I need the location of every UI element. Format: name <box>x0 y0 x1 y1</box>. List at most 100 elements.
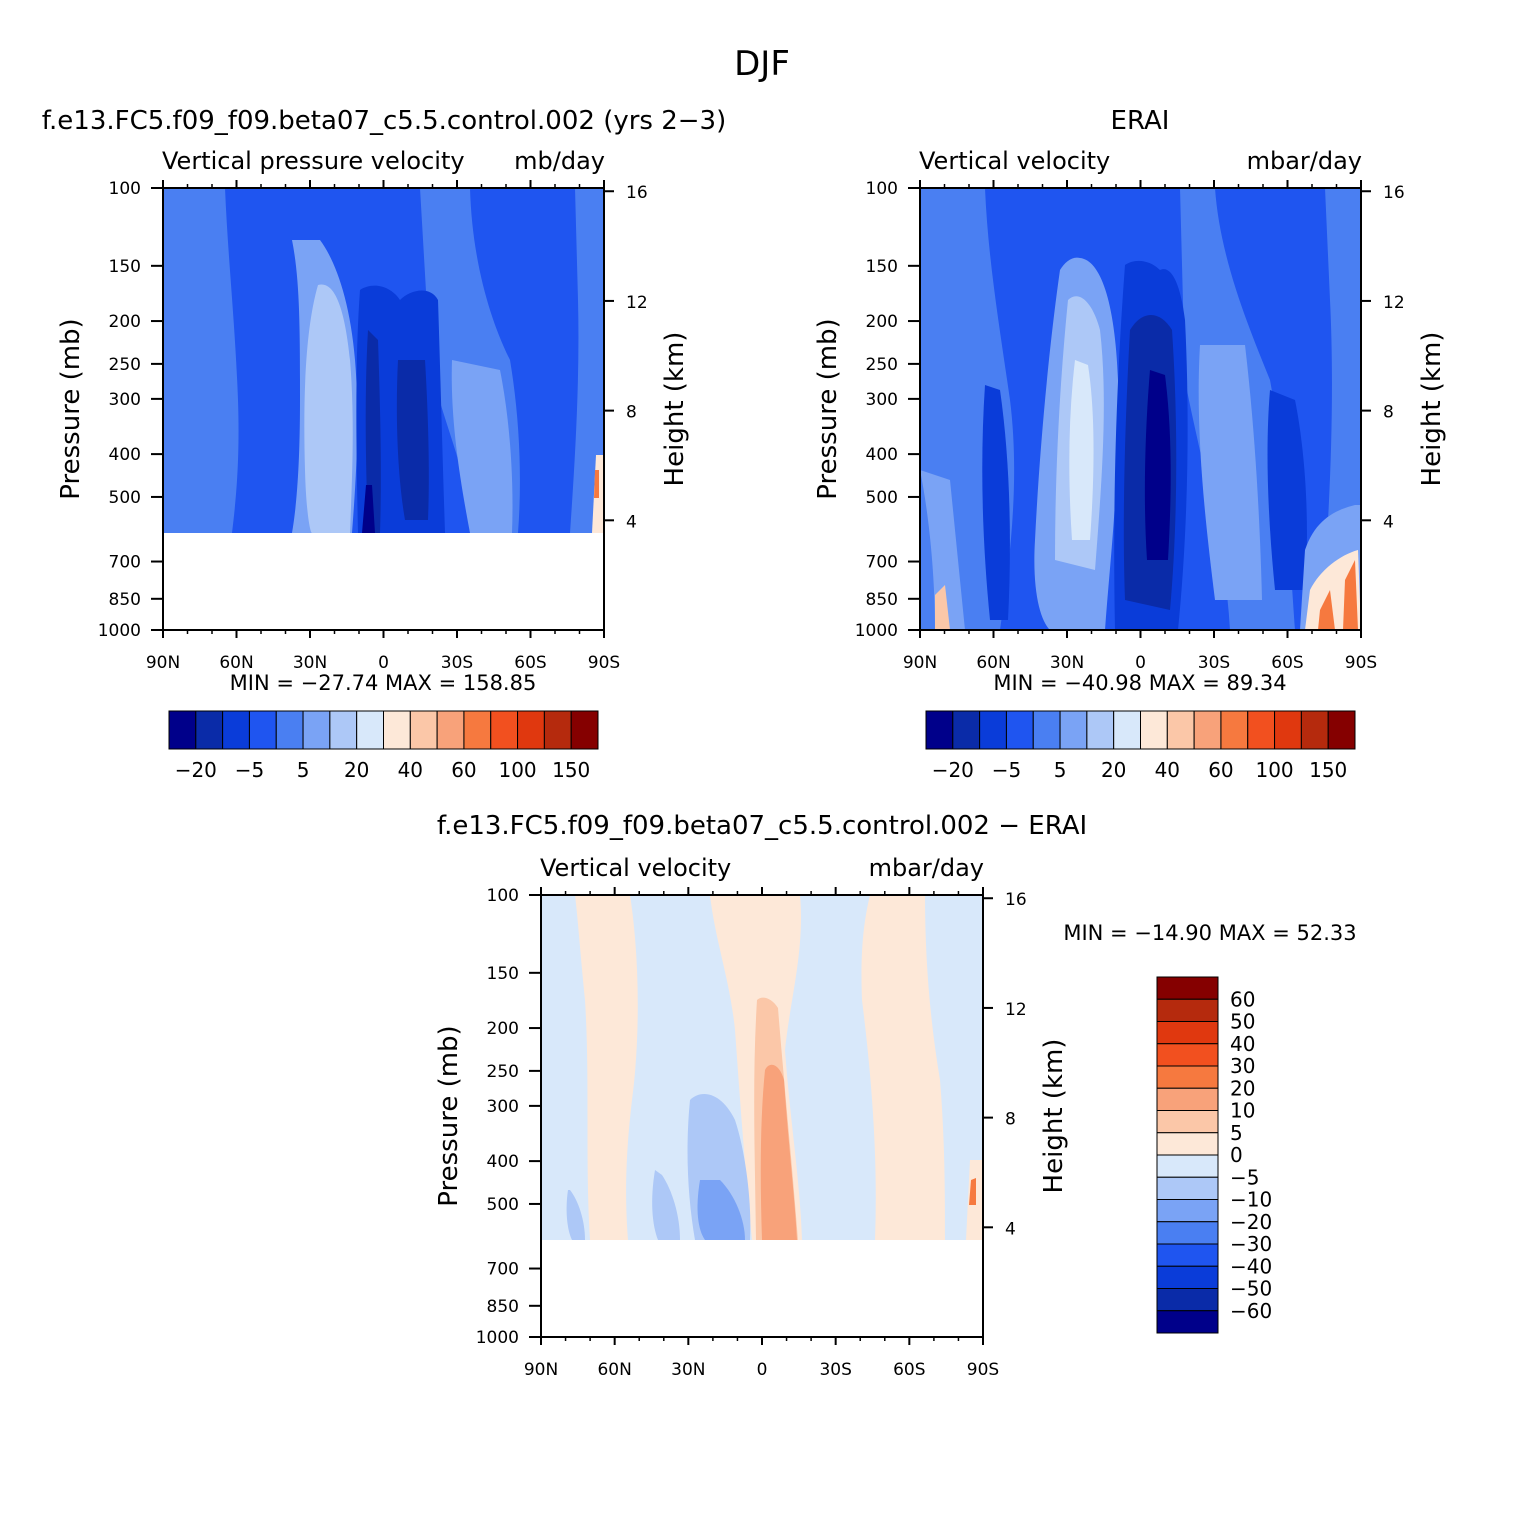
x-tick-label: 0 <box>757 1360 768 1380</box>
colorbar-swatch <box>1156 1221 1219 1245</box>
colorbar-swatch <box>356 710 384 750</box>
y-tick-label: 100 <box>487 886 519 906</box>
y2-tick-label: 12 <box>1383 293 1405 313</box>
colorbar-swatch <box>1086 710 1115 750</box>
panel-diff-title: f.e13.FC5.f09_f09.beta07_c5.5.control.00… <box>437 811 1087 841</box>
panel-diff-axes: 90N 60N 30N 0 30S 60S 90S 100 150 200 250 300 400 500… <box>476 886 1027 1380</box>
colorbar-label: 5 <box>1054 758 1067 782</box>
x-tick-label: 60N <box>976 653 1010 673</box>
y-tick-label: 1000 <box>855 621 898 641</box>
y2-tick-label: 16 <box>1383 183 1405 203</box>
y-tick-label: 150 <box>487 964 519 984</box>
panel-model-contour-ascent-max <box>362 485 375 533</box>
x-tick-label: 60S <box>1271 653 1303 673</box>
colorbar-label: 10 <box>1230 1099 1255 1123</box>
colorbar-swatch <box>1166 710 1195 750</box>
panel-diff-contour-neg-b <box>697 1180 745 1240</box>
colorbar-swatch <box>1156 1265 1219 1289</box>
colorbar-swatch <box>1156 1110 1219 1134</box>
colorbar-swatch <box>1140 710 1168 750</box>
colorbar-swatch <box>409 710 438 750</box>
colorbar-label: 100 <box>498 758 536 782</box>
colorbar-swatch <box>1156 1021 1219 1045</box>
colorbar-swatch <box>275 710 304 750</box>
x-tick-label: 30N <box>1050 653 1084 673</box>
colorbar-label: −5 <box>235 758 264 782</box>
colorbar-swatch <box>248 710 277 750</box>
colorbar-swatch <box>1156 1199 1219 1223</box>
colorbar-swatch <box>979 710 1007 750</box>
y2-tick-label: 4 <box>1005 1219 1016 1239</box>
colorbar-label: 40 <box>1155 758 1180 782</box>
panel-obs-contour-ascent-core <box>1144 370 1171 560</box>
panel-diff-ylabel: Pressure (mb) <box>434 1025 464 1206</box>
colorbar-swatch <box>543 710 572 750</box>
colorbar-swatch <box>329 710 358 750</box>
colorbar-label: −40 <box>1230 1254 1272 1278</box>
colorbar-swatch <box>1300 710 1329 750</box>
panel-model-right-label: mb/day <box>514 147 605 175</box>
colorbar-label: −50 <box>1230 1277 1272 1301</box>
panel-model-contour-weak-polar <box>570 188 604 533</box>
colorbar-label: −5 <box>992 758 1021 782</box>
colorbar-label: 100 <box>1255 758 1293 782</box>
colorbar-swatch <box>1005 710 1034 750</box>
panel-model-plot <box>163 188 604 630</box>
panel-model-contour-ascent-inner <box>365 330 381 533</box>
colorbar-label: 20 <box>344 758 369 782</box>
x-tick-label: 60S <box>514 653 546 673</box>
colorbar-swatch <box>463 710 492 750</box>
panel-diff-contour-positive-sh <box>861 895 945 1240</box>
panel-obs-contour-polar-trough <box>1267 390 1307 590</box>
colorbar-swatch <box>517 710 545 750</box>
colorbar-swatch <box>1113 710 1141 750</box>
x-tick-label: 0 <box>378 653 389 673</box>
colorbar-label: 150 <box>1309 758 1347 782</box>
y2-tick-label: 8 <box>1383 403 1394 423</box>
panel-diff-contour-positive-nh <box>575 895 638 1240</box>
colorbar-swatch <box>1193 710 1222 750</box>
y-tick-label: 150 <box>109 257 141 277</box>
panel-obs-contour-subsidence-inner <box>1069 360 1094 540</box>
colorbar-label: −10 <box>1230 1188 1272 1212</box>
y-tick-label: 1000 <box>476 1328 519 1348</box>
y-tick-label: 700 <box>866 553 898 573</box>
panel-obs-contour-nh-warm <box>935 585 950 630</box>
colorbar-swatch <box>222 710 250 750</box>
x-tick-label: 90N <box>524 1360 558 1380</box>
y-tick-label: 100 <box>109 179 141 199</box>
colorbar-swatch <box>1156 1243 1219 1267</box>
x-tick-label: 90N <box>903 653 937 673</box>
colorbar-label: 20 <box>1230 1076 1255 1100</box>
colorbar-swatch <box>1156 1176 1219 1200</box>
x-tick-label: 90S <box>588 653 620 673</box>
y-tick-label: 500 <box>109 488 141 508</box>
panel-obs-contour-polar-max <box>1318 560 1358 630</box>
y2-tick-label: 8 <box>1005 1110 1016 1130</box>
colorbar-swatch <box>1247 710 1276 750</box>
colorbar-label: −60 <box>1230 1299 1272 1323</box>
x-tick-label: 60N <box>597 1360 631 1380</box>
x-tick-label: 60N <box>219 653 253 673</box>
x-tick-label: 30S <box>441 653 473 673</box>
y-tick-label: 300 <box>866 390 898 410</box>
panel-model-axes: 90N 60N 30N 0 30S 60S 90S 100 150 200 250 300 400 500… <box>98 179 648 673</box>
panel-model-title: f.e13.FC5.f09_f09.beta07_c5.5.control.00… <box>42 106 726 136</box>
colorbar-label: −30 <box>1230 1232 1272 1256</box>
colorbar-swatch <box>168 710 197 750</box>
colorbar-swatch <box>1156 1132 1219 1156</box>
colorbar-swatch <box>1156 1288 1219 1312</box>
panel-model-contour-sh-light <box>451 360 513 533</box>
y-tick-label: 400 <box>866 445 898 465</box>
y-tick-label: 850 <box>487 1297 519 1317</box>
panel-obs-contour-nh-trough <box>982 385 1010 620</box>
colorbar-swatch <box>952 710 981 750</box>
y-tick-label: 150 <box>866 257 898 277</box>
y-tick-label: 250 <box>487 1062 519 1082</box>
x-tick-label: 30S <box>819 1360 851 1380</box>
panel-obs-contour-nh-low <box>920 470 965 630</box>
colorbar-swatch <box>1156 976 1219 1000</box>
colorbar-swatch <box>436 710 465 750</box>
y-tick-label: 850 <box>866 590 898 610</box>
